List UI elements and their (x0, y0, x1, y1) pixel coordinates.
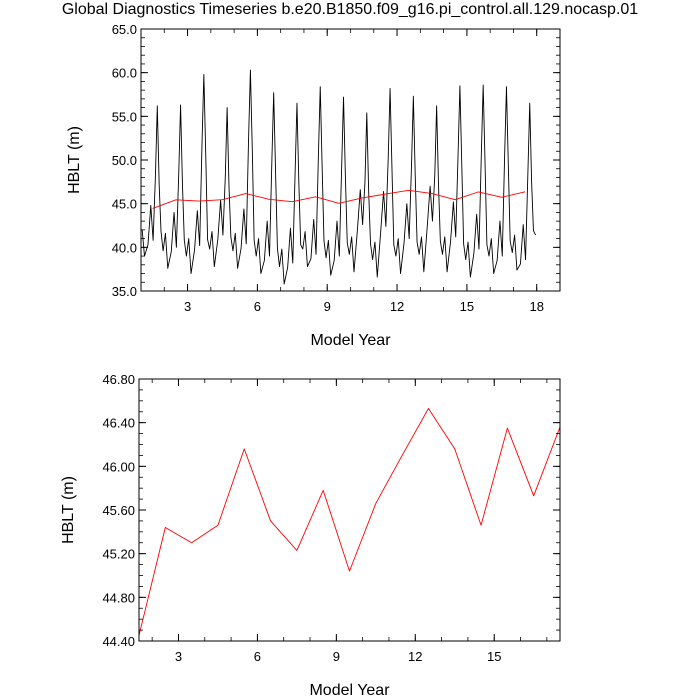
y-tick-label: 45.0 (112, 197, 137, 212)
plot-area (139, 408, 560, 636)
plot-area (141, 69, 536, 285)
y-tick-label: 35.0 (112, 284, 137, 299)
plot-frame (138, 378, 561, 642)
annual-mean-line (152, 189, 526, 209)
x-tick-label: 6 (254, 299, 261, 314)
y-axis-label: HBLT (m) (66, 126, 83, 194)
x-axis-label: Model Year (309, 682, 390, 699)
x-axis: 3 6 9 12 15 18 (140, 29, 561, 314)
annual-mean-line (139, 408, 560, 636)
x-tick-label: 3 (184, 299, 191, 314)
y-tick-label: 45.20 (102, 547, 135, 562)
x-tick-label: 12 (408, 649, 422, 664)
y-tick-label: 55.0 (112, 109, 137, 124)
y-tick-label: 50.0 (112, 153, 137, 168)
y-tick-label: 65.0 (112, 22, 137, 37)
y-axis-label: HBLT (m) (60, 476, 77, 544)
x-tick-label: 15 (460, 299, 474, 314)
y-tick-label: 40.0 (112, 240, 137, 255)
x-tick-label: 12 (390, 299, 404, 314)
x-tick-label: 18 (529, 299, 543, 314)
y-tick-label: 44.40 (102, 634, 135, 649)
chart-panel-2: 44.40 44.80 45.20 45.60 46.00 46.40 46.80 3 6 9 12… (60, 372, 561, 699)
x-tick-label: 9 (324, 299, 331, 314)
x-tick-label: 15 (487, 649, 501, 664)
y-axis: 44.40 44.80 45.20 45.60 46.00 46.40 46.80 (102, 372, 560, 649)
x-tick-label: 6 (254, 649, 261, 664)
x-tick-label: 9 (333, 649, 340, 664)
plot-frame (140, 28, 561, 292)
x-axis-label: Model Year (310, 332, 391, 349)
y-tick-label: 44.80 (102, 590, 135, 605)
x-axis: 3 6 9 12 15 (151, 379, 548, 664)
y-tick-label: 46.00 (102, 459, 135, 474)
x-tick-label: 3 (175, 649, 182, 664)
y-tick-label: 60.0 (112, 66, 137, 81)
y-tick-label: 45.60 (102, 503, 135, 518)
figure-title: Global Diagnostics Timeseries b.e20.B185… (61, 1, 639, 18)
y-tick-label: 46.40 (102, 416, 135, 431)
y-tick-label: 46.80 (102, 372, 135, 387)
monthly-series-line (141, 69, 536, 285)
y-axis: 35.0 40.0 45.0 50.0 55.0 60.0 65.0 (112, 22, 560, 299)
chart-panel-1: 35.0 40.0 45.0 50.0 55.0 60.0 65.0 3 6 9 12 15 18 Mod… (66, 22, 561, 349)
